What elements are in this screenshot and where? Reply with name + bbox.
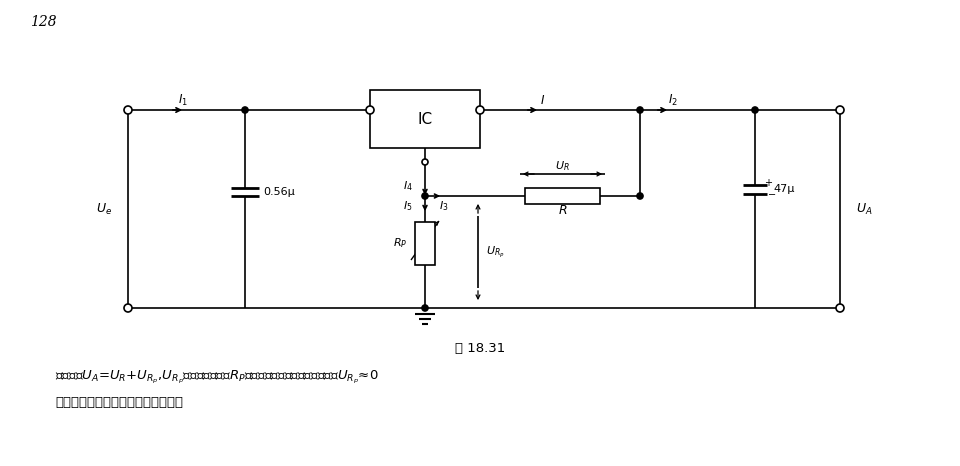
Text: $U_e$: $U_e$ <box>96 201 112 217</box>
Text: $I_4$: $I_4$ <box>403 179 413 193</box>
Text: 输出电压$U_A$=$U_R$+$U_{R_p}$,$U_{R_p}$的大小由电位器$R_P$调节。为有最大调节能力，应使$U_{R_p}$≈0: 输出电压$U_A$=$U_R$+$U_{R_p}$,$U_{R_p}$的大小由电… <box>55 369 378 385</box>
Bar <box>415 222 435 265</box>
Text: 0.56μ: 0.56μ <box>263 187 295 197</box>
Circle shape <box>637 193 643 199</box>
Circle shape <box>422 305 428 311</box>
Text: 时集成电路输入电压不超过允许值。: 时集成电路输入电压不超过允许值。 <box>55 396 183 409</box>
Text: $U_R$: $U_R$ <box>555 159 570 173</box>
Text: $I_3$: $I_3$ <box>439 199 448 213</box>
Text: $R_P$: $R_P$ <box>393 237 407 250</box>
Circle shape <box>366 106 374 114</box>
Text: IC: IC <box>418 111 433 126</box>
Circle shape <box>836 304 844 312</box>
Text: $I_1$: $I_1$ <box>178 92 188 108</box>
Circle shape <box>836 106 844 114</box>
Circle shape <box>124 106 132 114</box>
Text: −: − <box>768 190 776 200</box>
Circle shape <box>124 304 132 312</box>
Circle shape <box>476 106 484 114</box>
Bar <box>370 90 480 148</box>
Text: $I_2$: $I_2$ <box>668 92 678 108</box>
Text: +: + <box>764 178 772 188</box>
Text: $U_{R_P}$: $U_{R_P}$ <box>486 245 505 260</box>
Text: $U_A$: $U_A$ <box>856 201 873 217</box>
Circle shape <box>637 107 643 113</box>
Text: 128: 128 <box>30 15 57 29</box>
Circle shape <box>242 107 248 113</box>
Text: $I$: $I$ <box>540 94 545 107</box>
Circle shape <box>422 159 428 165</box>
Text: $R$: $R$ <box>558 204 567 217</box>
Text: $I_5$: $I_5$ <box>403 199 413 213</box>
Bar <box>525 188 600 204</box>
Circle shape <box>752 107 758 113</box>
Text: 47μ: 47μ <box>773 184 794 194</box>
Circle shape <box>422 193 428 199</box>
Text: 图 18.31: 图 18.31 <box>455 342 505 355</box>
